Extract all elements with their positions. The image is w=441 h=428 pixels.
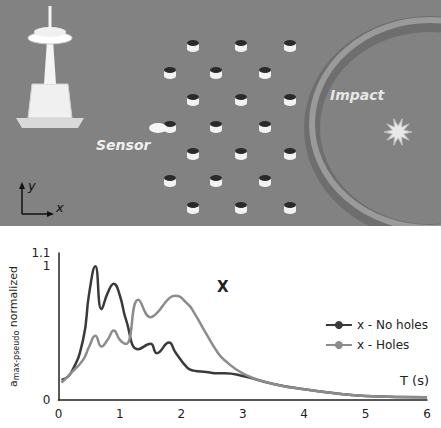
svg-text:Sensor: Sensor (96, 137, 151, 153)
svg-text:X: X (217, 278, 229, 296)
svg-text:Impact: Impact (330, 87, 386, 103)
svg-text:1: 1 (43, 259, 51, 273)
svg-text:x - No holes: x - No holes (357, 318, 428, 332)
svg-text:1.1: 1.1 (31, 246, 50, 260)
svg-text:4: 4 (300, 407, 308, 421)
svg-text:1: 1 (116, 407, 124, 421)
svg-text:x - Holes: x - Holes (357, 338, 409, 352)
svg-text:y: y (27, 178, 36, 193)
svg-text:T (s): T (s) (399, 373, 429, 388)
svg-text:a: a (7, 380, 20, 387)
svg-text:0: 0 (43, 393, 51, 407)
svg-text:x: x (55, 200, 64, 215)
svg-text:normalized: normalized (7, 266, 20, 331)
svg-text:0: 0 (55, 407, 63, 421)
svg-text:max-pseudo: max-pseudo (12, 331, 21, 381)
svg-text:2: 2 (178, 407, 186, 421)
svg-text:6: 6 (423, 407, 431, 421)
svg-text:3: 3 (239, 407, 247, 421)
svg-text:5: 5 (362, 407, 370, 421)
